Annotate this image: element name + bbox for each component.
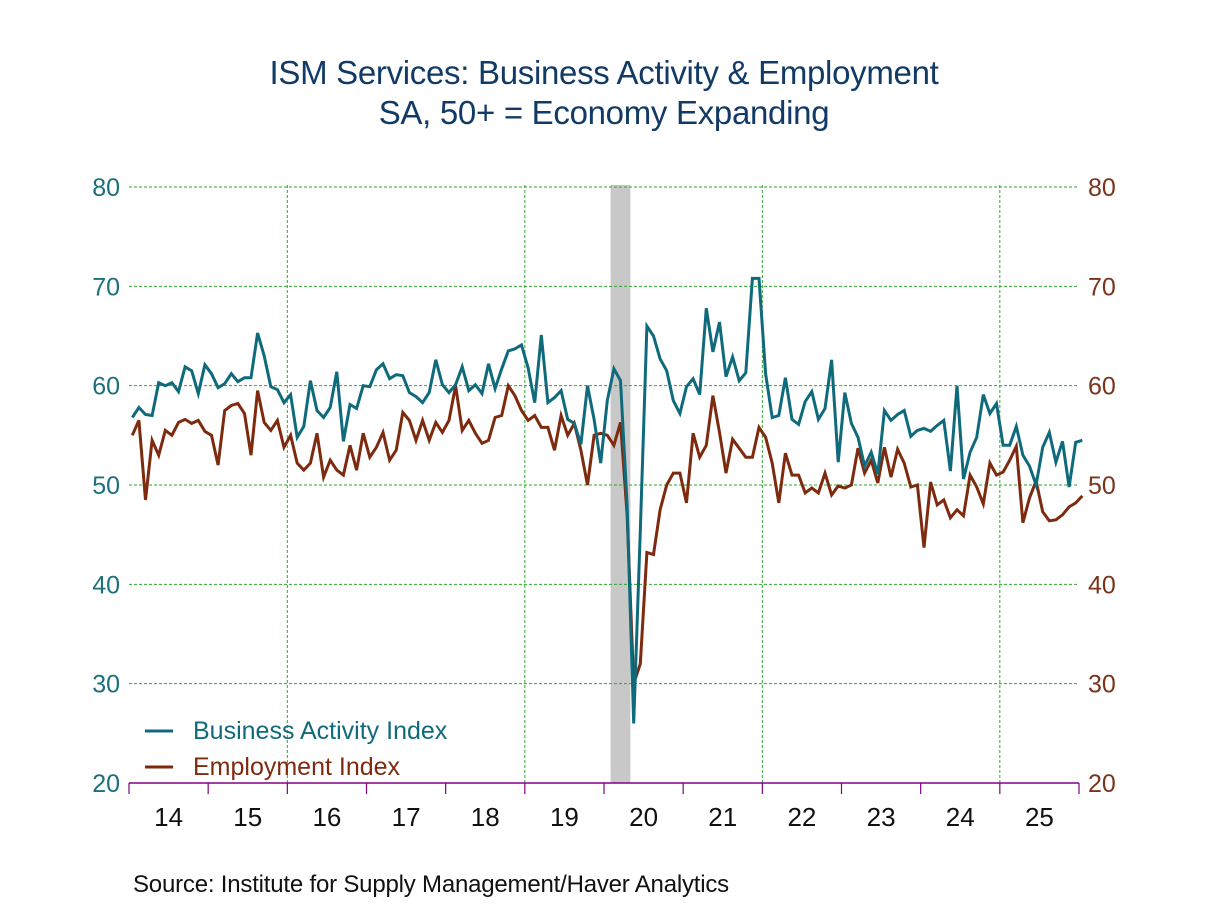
axis-layer: 14 15 16 17 18 19 20 21 22 23 24 25 20 20 30 30 40 40 50 50… [92, 174, 1116, 832]
x-tick-label: 16 [312, 802, 341, 832]
x-tick-label: 20 [629, 802, 658, 832]
x-tick-label: 22 [787, 802, 816, 832]
business-activity-index-line [131, 276, 1083, 724]
x-tick-label: 15 [233, 802, 262, 832]
x-tick-label: 17 [392, 802, 421, 832]
x-tick-label: 21 [708, 802, 737, 832]
legend: Business Activity Index Employment Index [145, 717, 448, 781]
y-tick-label-left: 60 [92, 373, 120, 401]
y-tick-label-right: 60 [1088, 373, 1116, 401]
recession-layer [610, 185, 631, 783]
x-tick-label: 14 [154, 802, 183, 832]
y-tick-label-left: 20 [92, 770, 120, 798]
y-tick-label-left: 40 [92, 571, 120, 599]
y-tick-label-right: 50 [1088, 472, 1116, 500]
y-tick-label-right: 20 [1088, 770, 1116, 798]
y-tick-label-left: 70 [92, 273, 120, 301]
x-tick-label: 25 [1025, 802, 1054, 832]
x-tick-label: 18 [471, 802, 500, 832]
x-tick-label: 24 [946, 802, 975, 832]
legend-label: Business Activity Index [193, 717, 448, 745]
legend-label: Employment Index [193, 753, 401, 781]
x-tick-label: 19 [550, 802, 579, 832]
y-tick-label-right: 80 [1088, 174, 1116, 202]
employment-index-line [130, 381, 1084, 685]
y-tick-label-right: 40 [1088, 571, 1116, 599]
y-tick-label-left: 80 [92, 174, 120, 202]
x-tick-label: 23 [867, 802, 896, 832]
recession-shading [610, 185, 631, 783]
grid-layer [129, 185, 1079, 783]
chart-subtitle: SA, 50+ = Economy Expanding [378, 94, 830, 131]
y-tick-label-right: 70 [1088, 273, 1116, 301]
source-note: Source: Institute for Supply Management/… [133, 871, 729, 898]
y-tick-label-right: 30 [1088, 671, 1116, 699]
y-tick-label-left: 50 [92, 472, 120, 500]
y-tick-label-left: 30 [92, 671, 120, 699]
chart-title: ISM Services: Business Activity & Employ… [269, 54, 939, 91]
series-layer [130, 276, 1084, 724]
